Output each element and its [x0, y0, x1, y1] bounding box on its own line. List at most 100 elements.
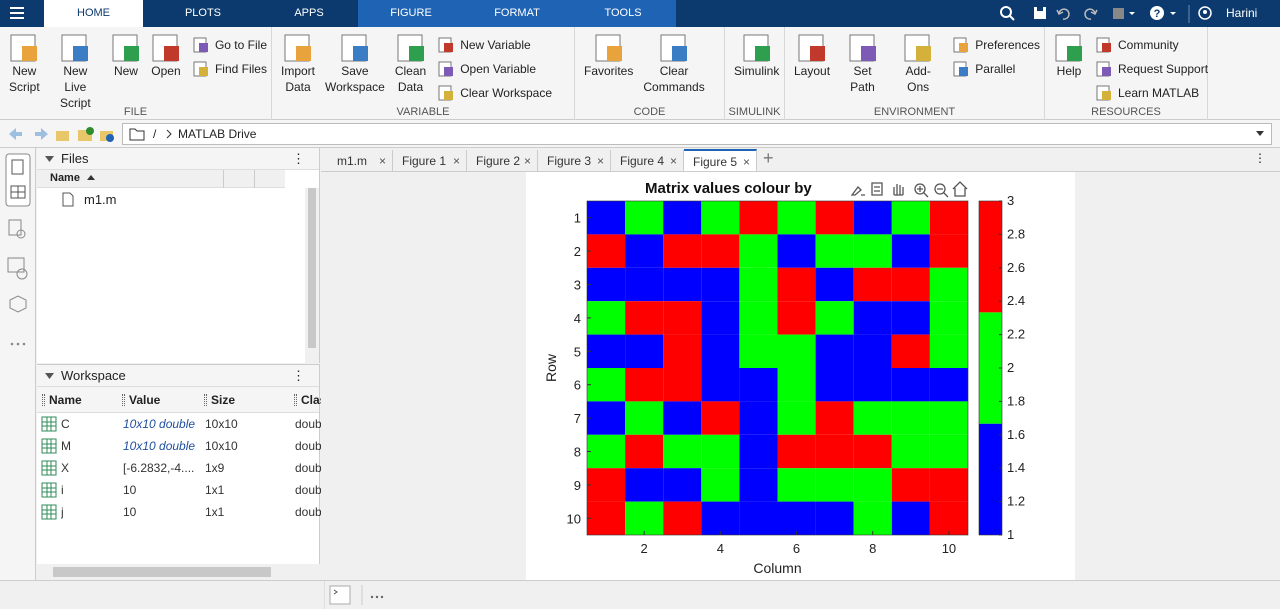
editor-tab[interactable]: Figure 5 × [684, 149, 757, 171]
column-header[interactable]: Name [49, 393, 82, 407]
editor-tab[interactable]: Figure 4 × [611, 150, 684, 172]
h-scrollbar[interactable] [37, 564, 320, 580]
heatmap-cell [625, 434, 664, 469]
heatmap-cell [739, 501, 778, 535]
table-row[interactable]: C 10x10 double 10x10 double [37, 413, 331, 435]
button-icon [284, 34, 311, 62]
ribbon-button[interactable]: Save Workspace [320, 33, 390, 120]
panel-menu[interactable]: ⋮ [292, 151, 305, 166]
grid-icon-lines [42, 483, 56, 497]
ribbon-button[interactable]: Favorites [579, 33, 638, 120]
ribbon-tab[interactable]: HOME [44, 0, 143, 27]
ribbon-button[interactable]: Help [1049, 33, 1089, 120]
ribbon-button[interactable]: Clean Data [390, 33, 431, 120]
table-row[interactable]: i 10 1x1 double [37, 479, 331, 501]
heatmap-cell [663, 368, 702, 402]
heatmap-cell [777, 234, 816, 268]
file-item[interactable]: m1.m [37, 188, 319, 212]
heatmap-cell [663, 434, 702, 469]
panel-menu[interactable]: ⋮ [292, 368, 305, 383]
ribbon-button[interactable]: New Script [4, 33, 45, 120]
icon-accent [860, 46, 876, 61]
small-button[interactable]: Open Variable [437, 57, 552, 81]
side-icons[interactable] [0, 148, 36, 358]
heatmap-cell [587, 401, 626, 435]
ribbon-button[interactable]: Add-Ons [890, 33, 946, 120]
column-name[interactable]: Name [50, 172, 80, 184]
table-cell: C [61, 417, 70, 431]
ribbon-button[interactable]: Open [146, 33, 186, 120]
small-button[interactable]: Preferences [952, 33, 1040, 57]
small-button[interactable]: Request Support [1095, 57, 1208, 81]
small-button[interactable]: Learn MATLAB [1095, 81, 1208, 105]
column-header[interactable]: Value [129, 393, 161, 407]
heatmap-cell [815, 201, 854, 235]
small-button[interactable]: Clear Workspace [437, 81, 552, 105]
button-icon [849, 34, 876, 62]
files-column-header: Name [37, 170, 285, 188]
axes-toolbar[interactable] [849, 180, 968, 198]
ribbon-button[interactable]: New Live Script [45, 33, 106, 120]
ribbon-button[interactable]: New [106, 33, 146, 120]
ribbon-button[interactable]: Clear Commands [638, 33, 709, 120]
icon-accent [672, 46, 688, 61]
table-row[interactable]: M 10x10 double 10x10 double [37, 435, 331, 457]
menu-icon[interactable] [10, 7, 24, 20]
small-button[interactable]: New Variable [437, 33, 552, 57]
scrollbar[interactable] [305, 188, 319, 363]
table-header: Name Value Size Class [37, 387, 332, 413]
heatmap-cell [701, 301, 740, 335]
dropdown[interactable] [1255, 130, 1265, 138]
heatmap-cell [929, 501, 968, 535]
new-tab[interactable]: + [763, 148, 774, 168]
small-button[interactable]: Parallel [952, 57, 1040, 81]
collapse-icon[interactable] [45, 156, 55, 163]
colorbar-segment [979, 201, 1002, 313]
editor-tab[interactable]: m1.m × [328, 150, 393, 172]
tab-close[interactable]: × [669, 154, 677, 168]
y-tick-label: 6 [574, 378, 581, 393]
status-bar [0, 580, 1280, 609]
tab-close[interactable]: × [523, 154, 531, 168]
table-cell: 1x9 [205, 461, 225, 475]
small-button[interactable]: Find Files [192, 57, 267, 81]
editor-tab[interactable]: Figure 3 × [538, 150, 611, 172]
ribbon-button[interactable]: Layout [789, 33, 835, 120]
small-button[interactable]: Community [1095, 33, 1208, 57]
heatmap-cell [891, 201, 930, 235]
ribbon-tab[interactable]: PLOTS [184, 7, 222, 19]
ribbon-tab[interactable]: APPS [294, 7, 324, 19]
ribbon-tab[interactable]: FORMAT [494, 7, 540, 19]
table-row[interactable]: j 10 1x1 double [37, 501, 331, 523]
ribbon-button[interactable]: Set Path [835, 33, 890, 120]
tab-close[interactable]: × [452, 154, 460, 168]
editor-tab[interactable]: Figure 2 × [467, 150, 538, 172]
user-name[interactable]: Harini [1226, 6, 1258, 20]
small-button[interactable]: Go to File [192, 33, 267, 57]
table-cell: 10 [123, 483, 137, 497]
button-label: Go to File [214, 38, 267, 52]
quick-access-toolbar[interactable]: ? [995, 3, 1235, 25]
button-icon [193, 61, 208, 77]
col-sep [223, 170, 224, 188]
collapse-icon[interactable] [45, 373, 55, 380]
tab-menu[interactable]: ⋮ [1254, 151, 1266, 165]
y-tick-label: 8 [574, 445, 581, 460]
path-box[interactable]: / MATLAB Drive [122, 123, 1272, 145]
heatmap-cell [777, 334, 816, 368]
table-row[interactable]: X [-6.2832,-4.... 1x9 double [37, 457, 331, 479]
editor-tab[interactable]: Figure 1 × [393, 150, 467, 172]
ribbon-tab[interactable]: FIGURE [390, 7, 432, 19]
heatmap-cell [929, 334, 968, 368]
status-icons[interactable] [324, 581, 394, 609]
tab-close[interactable]: × [378, 154, 386, 168]
tab-close[interactable]: × [596, 154, 604, 168]
tab-close[interactable]: × [742, 155, 750, 169]
heatmap-cell [891, 301, 930, 335]
column-header[interactable]: Size [211, 393, 236, 407]
ribbon-tab[interactable]: TOOLS [604, 7, 642, 19]
nav-icons[interactable] [6, 125, 118, 143]
ribbon-button[interactable]: Simulink [729, 33, 784, 120]
heatmap-cell [891, 468, 930, 502]
ribbon-button[interactable]: Import Data [276, 33, 320, 120]
